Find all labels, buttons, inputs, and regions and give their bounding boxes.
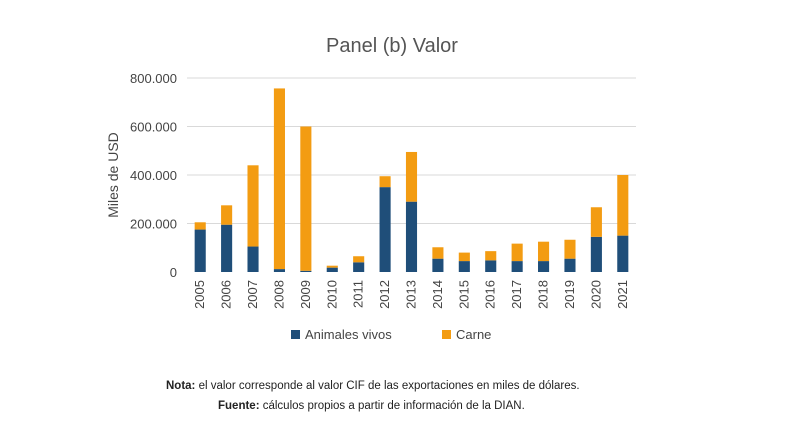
- bar-animales-vivos: [247, 246, 259, 272]
- note-nota-text: el valor corresponde al valor CIF de las…: [195, 380, 580, 392]
- bar-carne: [485, 251, 497, 261]
- bar-animales-vivos: [194, 229, 206, 272]
- y-tick-labels: 0 200.000 400.000 600.000 800.000: [130, 71, 177, 280]
- y-tick-label: 600.000: [130, 120, 177, 135]
- bar-animales-vivos: [617, 235, 629, 272]
- x-tick-label: 2021: [615, 280, 630, 309]
- legend-label: Carne: [456, 327, 491, 342]
- bar-carne: [300, 126, 312, 271]
- bar-carne: [326, 265, 338, 268]
- bar-carne: [538, 241, 550, 262]
- note-fuente-text: cálculos propios a partir de información…: [259, 400, 525, 412]
- bar-animales-vivos: [221, 224, 233, 272]
- bar-carne: [590, 207, 602, 237]
- bar-carne: [247, 165, 259, 247]
- x-tick-label: 2015: [456, 280, 471, 309]
- bar-animales-vivos: [432, 258, 444, 272]
- bar-carne: [379, 176, 391, 188]
- bar-animales-vivos: [538, 261, 550, 272]
- x-tick-label: 2019: [562, 280, 577, 309]
- bar-animales-vivos: [405, 201, 418, 272]
- bar-animales-vivos: [300, 270, 312, 272]
- bar-carne: [617, 175, 629, 236]
- y-tick-label: 0: [170, 265, 177, 280]
- x-tick-label: 2013: [404, 280, 419, 309]
- x-tick-label: 2011: [351, 280, 366, 308]
- x-tick-label: 2006: [219, 280, 234, 309]
- bar-carne: [405, 151, 418, 202]
- chart: Panel (b) Valor Miles de USD 0 200.000 400…: [105, 35, 636, 342]
- bar-carne: [564, 239, 576, 259]
- x-tick-label: 2016: [483, 280, 498, 309]
- y-tick-label: 800.000: [130, 71, 177, 86]
- bar-animales-vivos: [485, 260, 497, 272]
- x-tick-label: 2012: [377, 280, 392, 309]
- bar-animales-vivos: [564, 258, 576, 272]
- note-fuente: Fuente: cálculos propios a partir de inf…: [218, 400, 525, 412]
- x-tick-label: 2007: [245, 280, 260, 309]
- bar-animales-vivos: [326, 267, 338, 272]
- bar-carne: [194, 222, 206, 230]
- bar-animales-vivos: [590, 236, 602, 272]
- x-tick-label: 2020: [588, 280, 603, 309]
- x-tick-label: 2009: [298, 280, 313, 309]
- y-axis-label: Miles de USD: [105, 132, 121, 218]
- bars: [194, 88, 629, 272]
- bar-carne: [353, 256, 365, 263]
- bar-animales-vivos: [379, 187, 391, 272]
- legend: Animales vivos Carne: [291, 327, 491, 342]
- bar-carne: [432, 247, 444, 259]
- bar-carne: [458, 252, 470, 262]
- bar-carne: [273, 88, 285, 270]
- bar-carne: [511, 243, 523, 262]
- bar-animales-vivos: [511, 261, 523, 272]
- x-tick-label: 2017: [509, 280, 524, 309]
- x-tick-label: 2005: [192, 280, 207, 309]
- y-tick-label: 200.000: [130, 217, 177, 232]
- y-tick-label: 400.000: [130, 168, 177, 183]
- legend-swatch: [291, 330, 300, 339]
- x-tick-labels: 2005 2006 2007 2008 2009 2010 2011 2012 2013 2014…: [192, 280, 630, 309]
- bar-animales-vivos: [273, 269, 285, 272]
- note-nota: Nota: el valor corresponde al valor CIF …: [166, 380, 580, 392]
- chart-title: Panel (b) Valor: [326, 35, 458, 57]
- x-tick-label: 2018: [536, 280, 551, 309]
- note-fuente-label: Fuente:: [218, 400, 260, 412]
- bar-animales-vivos: [458, 261, 470, 272]
- bar-carne: [221, 205, 233, 225]
- x-tick-label: 2008: [271, 280, 286, 309]
- bar-animales-vivos: [353, 262, 365, 272]
- legend-label: Animales vivos: [305, 327, 392, 342]
- note-nota-label: Nota:: [166, 380, 196, 392]
- legend-swatch: [442, 330, 451, 339]
- x-tick-label: 2010: [324, 280, 339, 309]
- x-tick-label: 2014: [430, 280, 445, 309]
